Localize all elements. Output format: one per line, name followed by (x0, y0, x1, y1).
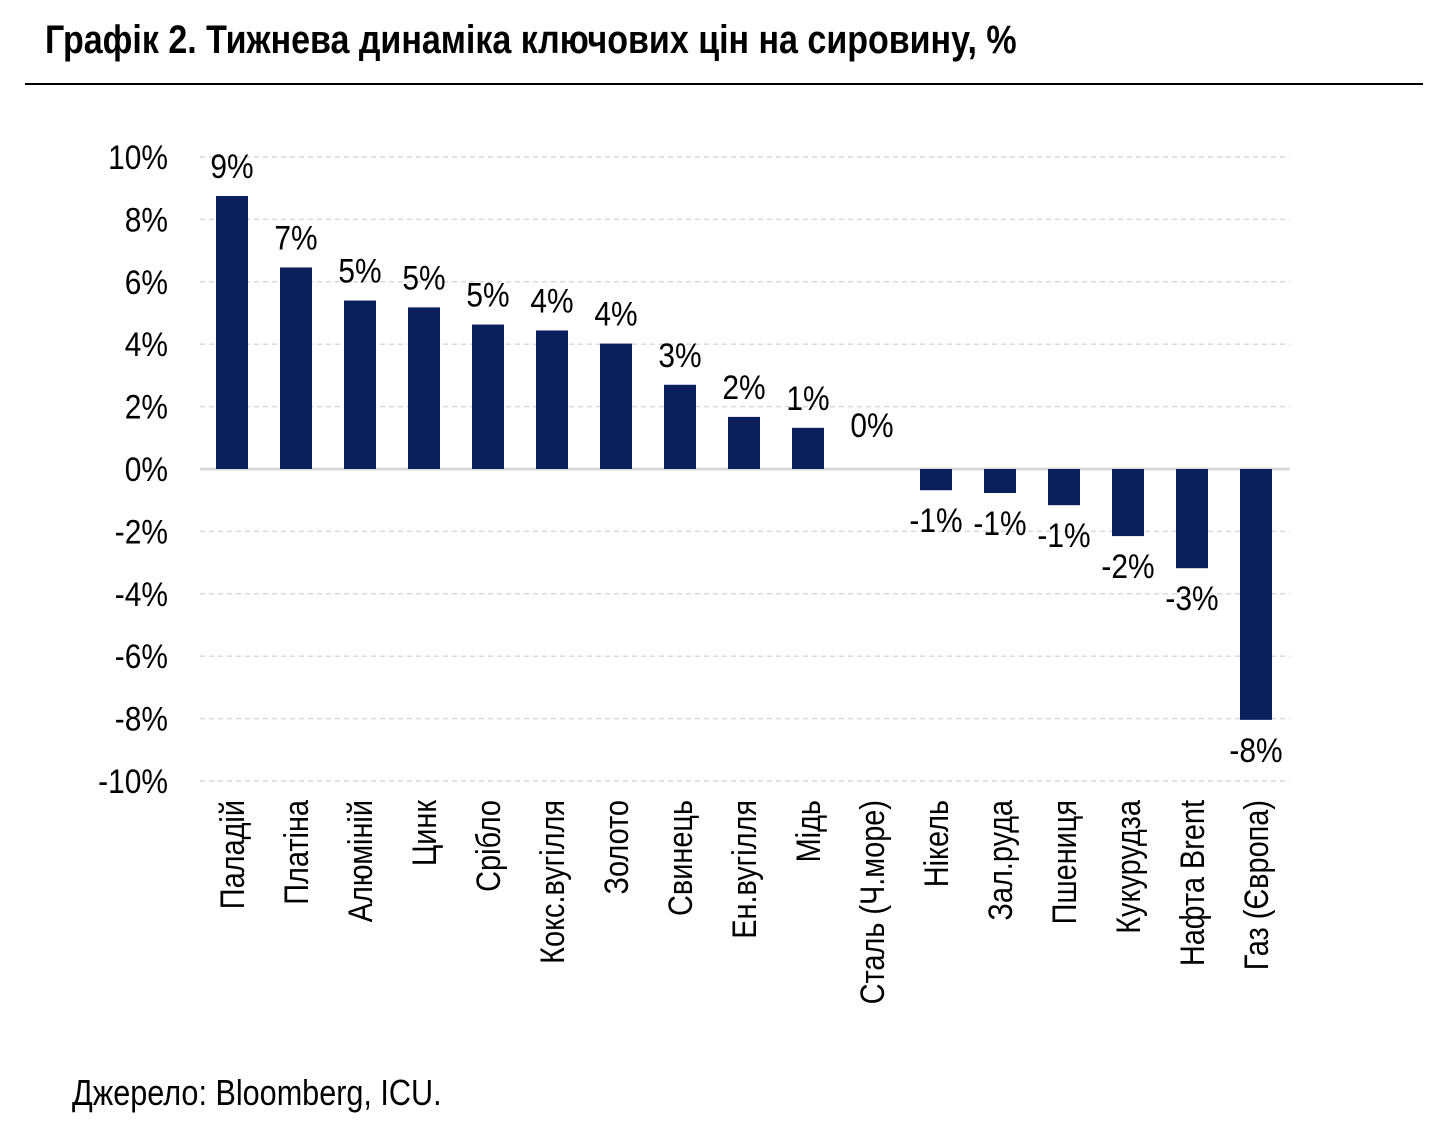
bar (1240, 469, 1272, 720)
bar (216, 196, 248, 469)
data-label: -1% (1037, 516, 1090, 554)
x-tick-label: Ен.вугілля (725, 800, 764, 939)
source-note: Джерело: Bloomberg, ICU. (72, 1072, 442, 1113)
data-label: 5% (338, 252, 381, 290)
data-label: 3% (658, 336, 701, 374)
x-tick-label: Нікель (917, 800, 956, 887)
y-tick-label: 6% (125, 263, 168, 301)
y-tick-label: 10% (108, 138, 168, 176)
y-tick-label: 4% (125, 325, 168, 363)
bar (1112, 469, 1144, 537)
x-tick-label: Пшениця (1045, 800, 1084, 924)
bar (920, 469, 952, 491)
chart-title: Графік 2. Тижнева динаміка ключових цін … (45, 18, 1017, 62)
bar (792, 427, 824, 469)
data-label: -8% (1229, 731, 1282, 769)
bar (536, 330, 568, 469)
data-label: 2% (722, 368, 765, 406)
y-tick-label: 0% (125, 450, 168, 488)
x-tick-label: Срібло (469, 800, 508, 892)
x-tick-label: Газ (Європа) (1237, 800, 1276, 970)
data-label: 5% (466, 276, 509, 314)
bar (664, 384, 696, 469)
bar (280, 267, 312, 469)
y-tick-label: -4% (115, 575, 168, 613)
data-label: 5% (402, 259, 445, 297)
data-label: -2% (1101, 547, 1154, 585)
x-tick-label: Кокс.вугілля (533, 800, 572, 964)
data-label: 9% (210, 147, 253, 185)
x-tick-label: Свинець (661, 800, 700, 916)
data-label: -1% (973, 504, 1026, 542)
bar (1176, 469, 1208, 569)
y-tick-label: 2% (125, 388, 168, 426)
x-tick-label: Паладій (213, 800, 252, 909)
data-label: 4% (530, 282, 573, 320)
bar (728, 416, 760, 469)
y-tick-label: -6% (115, 637, 168, 675)
title-divider (25, 83, 1423, 85)
x-tick-label: Сталь (Ч.море) (853, 800, 892, 1004)
bar (408, 307, 440, 469)
bar (344, 300, 376, 469)
x-tick-label: Мідь (789, 800, 828, 862)
data-label: 0% (850, 406, 893, 444)
bar (984, 469, 1016, 494)
data-label: 1% (786, 379, 829, 417)
x-tick-label: Золото (597, 800, 636, 894)
y-tick-label: -10% (98, 762, 168, 800)
data-label: -1% (909, 501, 962, 539)
bar (472, 324, 504, 469)
x-tick-label: Платіна (277, 800, 316, 905)
data-label: 4% (594, 295, 637, 333)
data-label: -3% (1165, 579, 1218, 617)
y-tick-label: -2% (115, 513, 168, 551)
bar (1048, 469, 1080, 506)
x-tick-label: Зал.руда (981, 800, 1020, 921)
x-tick-label: Нафта Brent (1173, 800, 1212, 966)
y-tick-label: 8% (125, 201, 168, 239)
x-tick-label: Алюміній (341, 800, 380, 922)
y-tick-label: -8% (115, 700, 168, 738)
bar (600, 343, 632, 469)
x-tick-label: Кукурудза (1109, 800, 1148, 934)
x-tick-label: Цинк (405, 800, 444, 866)
data-label: 7% (274, 219, 317, 257)
